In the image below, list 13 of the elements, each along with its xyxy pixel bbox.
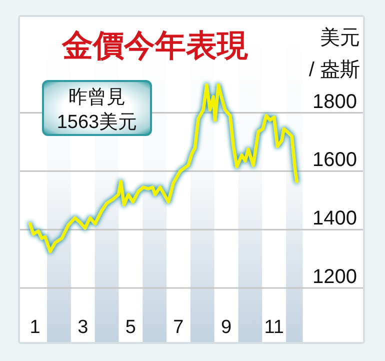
y-tick-label: 1400: [312, 208, 357, 230]
x-tick-label: 3: [78, 317, 88, 338]
x-tick-label: 5: [125, 317, 136, 338]
chart-title: 金價今年表現: [61, 28, 248, 63]
y-tick-label: 1600: [312, 149, 357, 172]
x-tick-label: 9: [220, 317, 232, 338]
x-tick-label: 1: [30, 317, 40, 338]
x-tick-label: 11: [264, 317, 284, 338]
y-tick-label: 1200: [312, 266, 357, 288]
annotation: 昨曾見 1563美元: [42, 80, 152, 136]
x-tick-label: 7: [173, 317, 184, 338]
y-tick-label: 1800: [312, 90, 357, 113]
y-axis-title: 美元 / 盎斯: [308, 26, 360, 83]
